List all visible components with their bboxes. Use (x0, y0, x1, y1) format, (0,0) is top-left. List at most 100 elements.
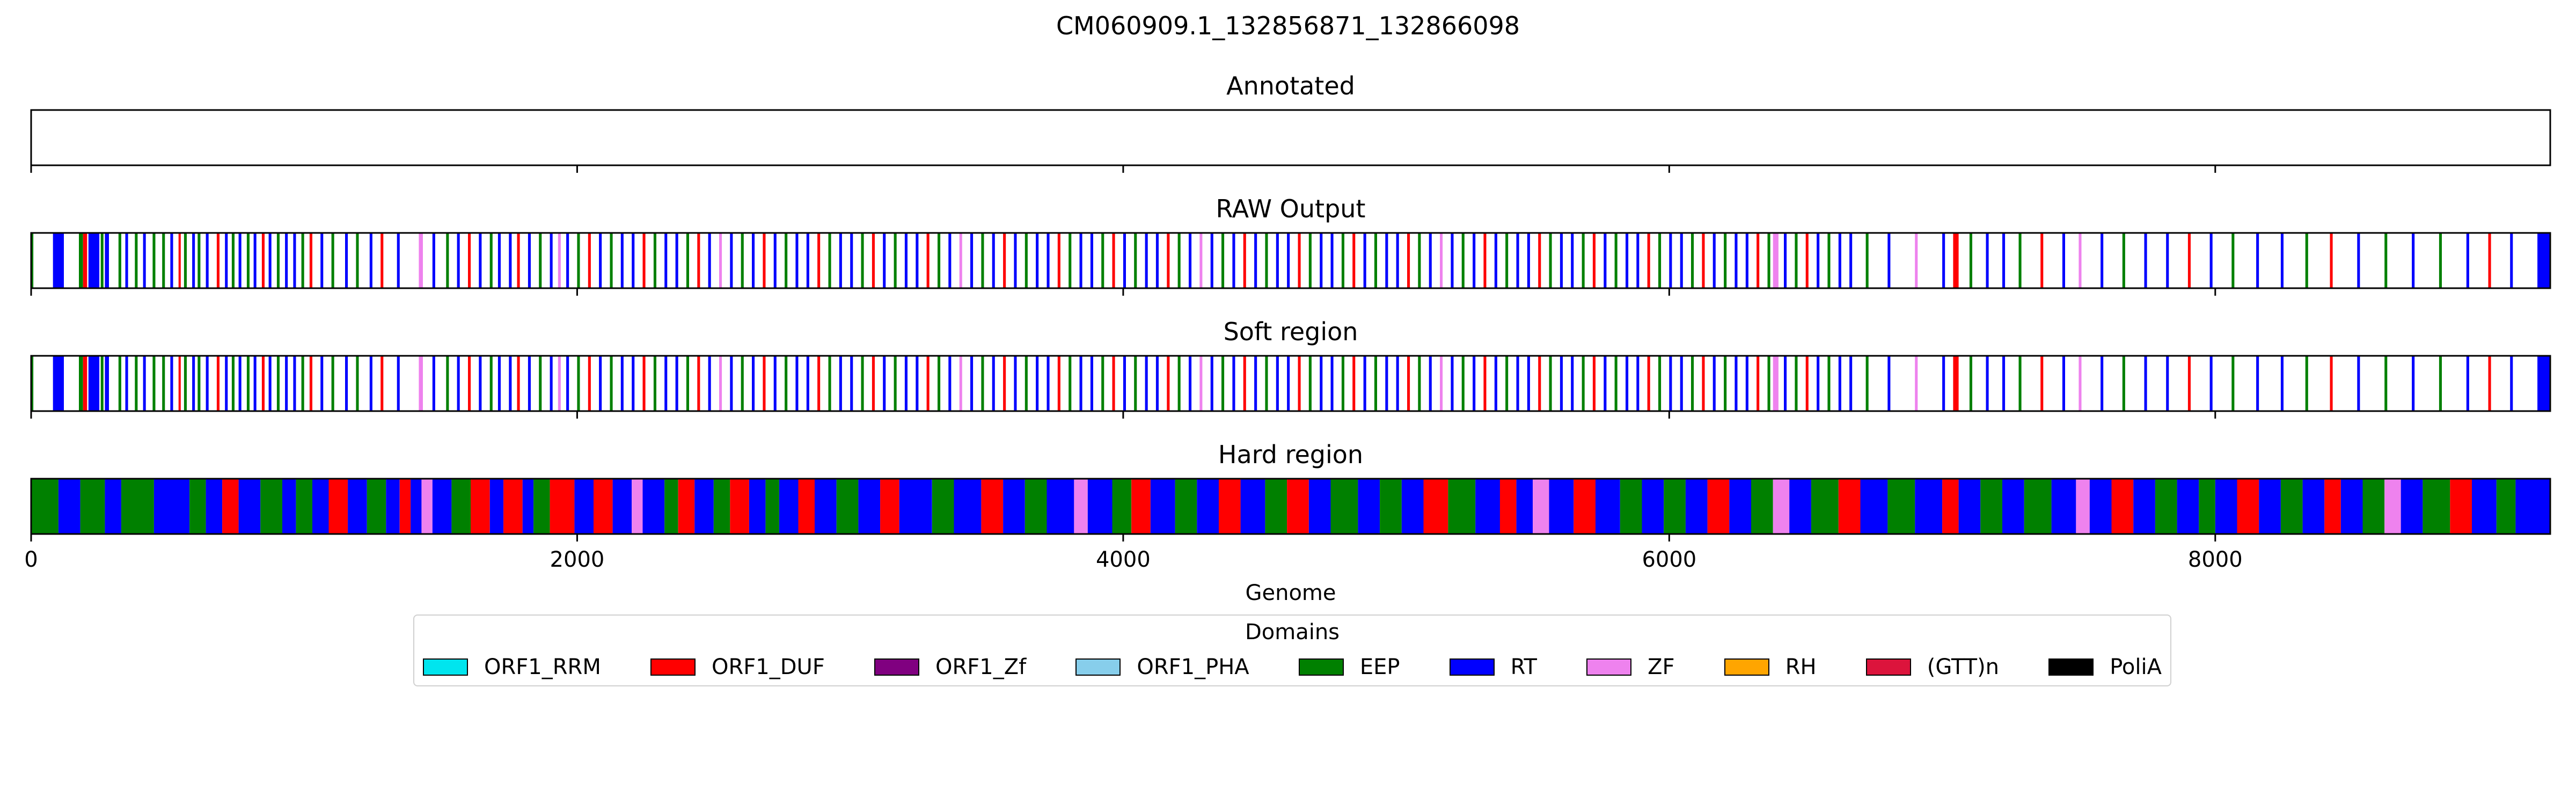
domain-segment-rt (2412, 233, 2415, 288)
x-axis-ticks: 0 2000 4000 6000 8000 (24, 547, 2242, 572)
domain-segment-orf1-duf (1953, 356, 1959, 411)
domain-segment-orf1-duf (2040, 233, 2044, 288)
domain-segment-eep (2305, 233, 2308, 288)
domain-segment-rt (642, 479, 665, 534)
domain-segment-orf1-duf (1352, 356, 1356, 411)
domain-segment-orf1-duf (1647, 233, 1650, 288)
domain-segment-eep (1461, 356, 1465, 411)
domain-segment-rt (1210, 356, 1213, 411)
domain-segment-rt (2510, 356, 2513, 411)
domain-segment-zf (1533, 479, 1549, 534)
domain-segment-orf1-duf (399, 479, 411, 534)
domain-segment-eep (367, 479, 386, 534)
domain-segment-orf1-duf (981, 479, 1004, 534)
domain-segment-zf (1199, 356, 1203, 411)
domain-segment-eep (1380, 479, 1402, 534)
domain-segment-eep (2496, 479, 2516, 534)
domain-segment-eep (184, 233, 187, 288)
domain-segment-rt (293, 233, 296, 288)
domain-segment-orf1-duf (1483, 356, 1487, 411)
domain-segment-orf1-duf (1167, 233, 1170, 288)
domain-segment-eep (1101, 233, 1104, 288)
legend-label: (GTT)n (1927, 655, 2000, 679)
legend-label: RH (1785, 655, 1817, 679)
domain-segment-rt (1527, 356, 1530, 411)
domain-segment-eep (31, 479, 58, 534)
domain-segment-rt (53, 356, 64, 411)
domain-segment-eep (1887, 479, 1915, 534)
domain-segment-eep (246, 233, 250, 288)
domain-segment-rt (1680, 233, 1683, 288)
domain-segment-rt (550, 233, 553, 288)
legend-swatch (874, 658, 919, 676)
domain-segment-rt (795, 356, 799, 411)
domain-segment-eep (533, 479, 550, 534)
domain-segment-rt (773, 233, 777, 288)
domain-segment-rt (2089, 479, 2112, 534)
domain-segment-rt (1942, 356, 1945, 411)
domain-segment-eep (1549, 233, 1552, 288)
track-soft-region (30, 356, 2550, 419)
domain-segment-eep (184, 356, 187, 411)
domain-segment-orf1-duf (1112, 233, 1115, 288)
legend-label: ZF (1648, 655, 1675, 679)
domain-segment-orf1-duf (1243, 233, 1246, 288)
domain-segment-eep (539, 356, 542, 411)
domain-segment-orf1-duf (2187, 356, 2191, 411)
legend-item: ORF1_PHA (1075, 655, 1249, 679)
domain-segment-rt (1685, 479, 1708, 534)
domain-segment-rt (795, 233, 799, 288)
domain-segment-eep (1980, 479, 2002, 534)
domain-segment-zf (558, 356, 561, 411)
domain-segment-eep (1069, 356, 1072, 411)
domain-segment-eep (1374, 356, 1377, 411)
domain-segment-orf1-duf (1407, 233, 1410, 288)
track-hard-region (30, 479, 2550, 541)
legend-item: ZF (1586, 655, 1675, 679)
domain-segment-rt (125, 233, 128, 288)
domain-segment-rt (574, 479, 594, 534)
legend-label: EEP (1359, 655, 1400, 679)
domain-segment-eep (301, 356, 304, 411)
domain-segment-eep (118, 233, 121, 288)
domain-segment-rt (1571, 233, 1574, 288)
legend-item: RH (1724, 655, 1817, 679)
domain-segment-eep (135, 233, 138, 288)
legend-swatch (2048, 658, 2094, 676)
domain-segment-zf (2079, 233, 2082, 288)
domain-segment-rt (153, 479, 189, 534)
x-tick-label: 4000 (1096, 547, 1151, 572)
domain-segment-zf (719, 356, 722, 411)
legend-swatch (1586, 658, 1632, 676)
domain-segment-eep (577, 356, 580, 411)
domain-segment-orf1-duf (1702, 233, 1705, 288)
domain-segment-rt (2209, 233, 2213, 288)
domain-segment-rt (2177, 479, 2199, 534)
domain-segment-eep (1614, 233, 1618, 288)
domain-segment-rt (1669, 233, 1672, 288)
domain-segment-eep (1767, 233, 1770, 288)
domain-segment-rt (773, 356, 777, 411)
domain-segment-rt (1123, 233, 1126, 288)
domain-segment-orf1-duf (1298, 356, 1301, 411)
domain-segment-rt (58, 479, 80, 534)
legend-label: PoliA (2110, 655, 2162, 679)
domain-segment-eep (451, 479, 471, 534)
domain-segment-eep (1177, 233, 1181, 288)
domain-segment-rt (2302, 479, 2325, 534)
domain-segment-rt (806, 233, 809, 288)
domain-segment-eep (1418, 356, 1421, 411)
domain-segment-eep (1724, 356, 1727, 411)
domain-segment-eep (1751, 479, 1773, 534)
domain-segment-rt (2051, 479, 2076, 534)
domain-segment-rt (1014, 356, 1017, 411)
domain-segment-orf1-duf (1838, 479, 1861, 534)
legend-swatch (423, 658, 468, 676)
domain-segment-rt (899, 479, 932, 534)
domain-segment-eep (610, 356, 613, 411)
domain-segment-rt (1276, 233, 1279, 288)
domain-segment-rt (1046, 479, 1074, 534)
domain-segment-rt (2357, 356, 2360, 411)
domain-segment-rt (125, 356, 128, 411)
domain-segment-orf1-duf (83, 233, 87, 288)
